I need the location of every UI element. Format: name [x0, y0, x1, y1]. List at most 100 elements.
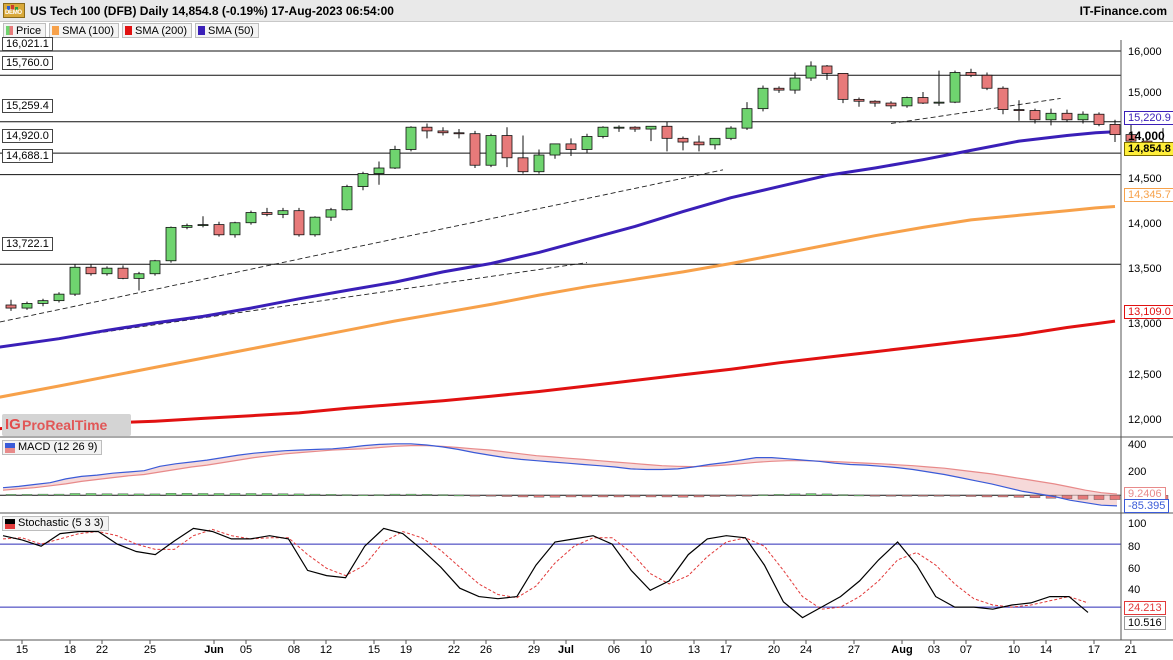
candle-body	[437, 130, 449, 134]
macd-histogram-bar	[917, 495, 929, 497]
macd-histogram-bar	[741, 495, 753, 497]
candle-body	[229, 222, 241, 236]
candle	[373, 161, 385, 185]
macd-histogram-bar	[1077, 495, 1089, 500]
candle-body	[1045, 112, 1057, 121]
candle	[885, 101, 897, 109]
candle-body	[69, 266, 81, 295]
candle-body	[245, 212, 257, 224]
macd-tick-200: 200	[1128, 466, 1147, 478]
sma200-line	[0, 319, 1116, 431]
candle-body	[485, 135, 497, 166]
x-tick-label: 08	[287, 644, 301, 656]
sma100-swatch-icon	[52, 26, 60, 35]
macd-histogram-bar	[725, 495, 737, 497]
candle-body	[261, 212, 273, 215]
macd-icon	[5, 442, 15, 453]
macd-histogram-bar	[933, 495, 945, 497]
candle	[901, 96, 913, 108]
macd-histogram-bar	[165, 493, 177, 496]
candle	[565, 138, 577, 156]
candle-body	[885, 102, 897, 107]
macd-histogram-bar	[949, 495, 961, 497]
macd-histogram-bar	[485, 495, 497, 497]
legend-label-price: Price	[16, 24, 42, 37]
candle	[277, 207, 289, 219]
candle	[613, 125, 625, 132]
price-tick-13000: 13,000	[1128, 318, 1162, 330]
candle-body	[853, 98, 865, 102]
candle-body	[741, 108, 753, 129]
stochastic-panel-label[interactable]: Stochastic (5 3 3)	[2, 516, 109, 531]
candle-body	[981, 74, 993, 89]
candle-body	[453, 132, 465, 135]
x-tick-label: 26	[479, 644, 493, 656]
level-label-16021: 16,021.1	[2, 37, 53, 51]
candle	[21, 301, 33, 310]
x-tick-label: 10	[1007, 644, 1021, 656]
x-tick-label: 06	[607, 644, 621, 656]
candle	[1093, 112, 1105, 127]
macd-histogram-bar	[181, 493, 193, 496]
sma50-line	[0, 130, 1116, 349]
macd-histogram-bar	[373, 494, 385, 496]
price-tick-12500: 12,500	[1128, 369, 1162, 381]
candle-body	[101, 267, 113, 275]
stoch-tick-40: 40	[1128, 584, 1141, 596]
x-tick-label: 17	[719, 644, 733, 656]
macd-histogram-bar	[869, 495, 881, 497]
candle-body	[341, 186, 353, 211]
macd-histogram-bar	[469, 495, 481, 497]
x-tick-label: 22	[95, 644, 109, 656]
macd-histogram-bar	[981, 495, 993, 498]
candle-body	[37, 300, 49, 304]
macd-histogram-bar	[229, 493, 241, 496]
legend-item-sma100[interactable]: SMA (100)	[49, 23, 120, 38]
macd-histogram-bar	[341, 494, 353, 496]
price-tick-14000: 14,000	[1128, 218, 1162, 230]
candle-body	[869, 100, 881, 104]
candle-body	[901, 97, 913, 107]
candle-body	[917, 97, 929, 104]
candle-body	[1061, 112, 1073, 121]
candle-body	[213, 224, 225, 236]
macd-histogram-bar	[693, 495, 705, 498]
macd-histogram-bar	[613, 495, 625, 498]
candle	[485, 133, 497, 168]
sma100-line	[0, 205, 1116, 399]
macd-histogram-bar	[293, 493, 305, 496]
logo-text: ProRealTime	[22, 417, 108, 433]
macd-histogram-bar	[581, 495, 593, 498]
candle	[229, 221, 241, 238]
candle-body	[1109, 124, 1121, 136]
candle-body	[405, 126, 417, 150]
macd-histogram-bar	[213, 493, 225, 496]
legend-item-sma50[interactable]: SMA (50)	[195, 23, 259, 38]
legend-item-sma200[interactable]: SMA (200)	[122, 23, 192, 38]
sma50-swatch-icon	[198, 26, 205, 35]
candle-body	[629, 126, 641, 130]
candle-body	[997, 87, 1009, 110]
macd-histogram-bar	[1109, 495, 1121, 500]
candle-body	[85, 266, 97, 275]
candle-body	[581, 136, 593, 150]
candle-body	[181, 225, 193, 228]
macd-histogram-bar	[5, 494, 17, 496]
macd-histogram-bar	[117, 493, 129, 496]
legend-item-price[interactable]: Price	[3, 23, 47, 38]
candle	[677, 136, 689, 151]
macd-histogram-bar	[885, 495, 897, 497]
legend-label-sma100: SMA (100)	[62, 24, 115, 37]
macd-histogram-bar	[197, 493, 209, 496]
candle	[853, 97, 865, 107]
macd-panel-label[interactable]: MACD (12 26 9)	[2, 440, 103, 455]
level-label-13722: 13,722.1	[2, 237, 53, 251]
x-tick-label: 13	[687, 644, 701, 656]
candle	[197, 216, 209, 228]
candle	[5, 299, 17, 311]
candle	[629, 126, 641, 132]
candle	[661, 121, 673, 152]
trendlines	[0, 98, 1061, 348]
moving-averages	[0, 130, 1116, 431]
